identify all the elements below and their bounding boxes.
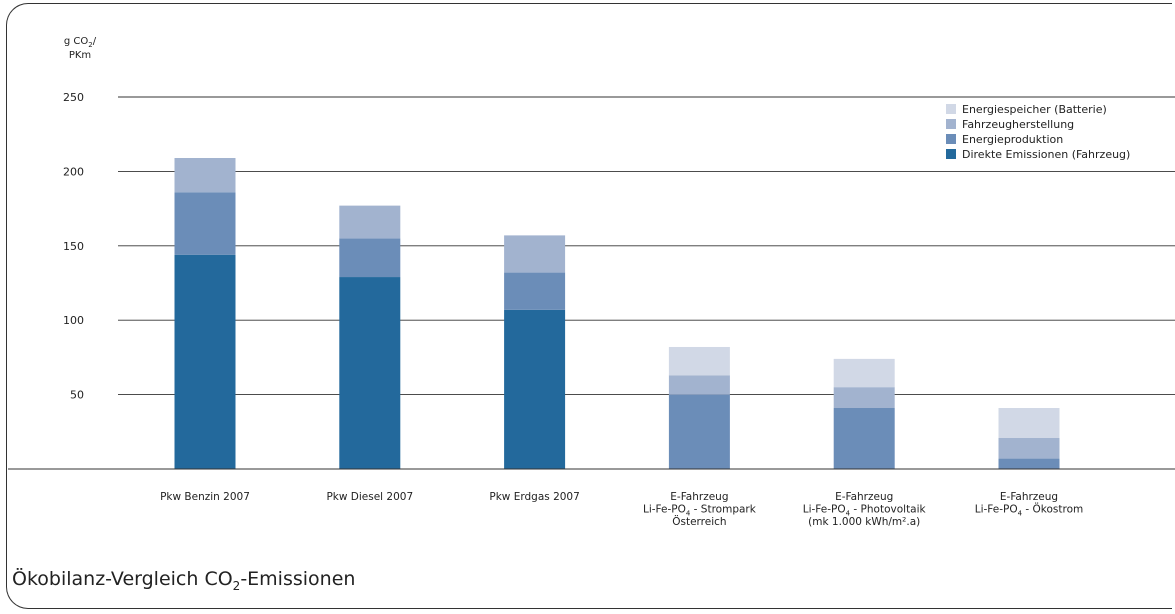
x-tick-labels: Pkw Benzin 2007 Pkw Diesel 2007 Pkw Erdgas… bbox=[160, 491, 1083, 528]
bar-5-series-3 bbox=[998, 407, 1060, 438]
x-label-5-line-0: E-Fahrzeug bbox=[1000, 491, 1058, 503]
legend-swatch-2 bbox=[946, 119, 956, 129]
bar-3-series-1 bbox=[668, 394, 730, 469]
bar-2-series-1 bbox=[504, 272, 566, 310]
svg-text:g CO2/: g CO2/ bbox=[64, 36, 97, 49]
x-label-2-line-0: Pkw Erdgas 2007 bbox=[489, 491, 579, 503]
y-tick-100: 100 bbox=[63, 314, 84, 327]
x-label-0-line-0: Pkw Benzin 2007 bbox=[160, 491, 250, 503]
bar-2-series-0 bbox=[504, 309, 566, 469]
legend-swatch-1 bbox=[946, 134, 956, 144]
bars bbox=[174, 158, 1060, 469]
x-label-4-line-0: E-Fahrzeug bbox=[835, 491, 893, 503]
bar-4-series-1 bbox=[833, 407, 895, 469]
bar-2-series-2 bbox=[504, 235, 566, 273]
x-label-3-line-0: E-Fahrzeug bbox=[670, 491, 728, 503]
bar-5-series-2 bbox=[998, 437, 1060, 459]
y-tick-150: 150 bbox=[63, 240, 84, 253]
chart-caption: Ökobilanz-Vergleich CO2-Emissionen bbox=[12, 568, 356, 593]
y-tick-250: 250 bbox=[63, 91, 84, 104]
chart-frame bbox=[6, 3, 1172, 609]
y-tick-200: 200 bbox=[63, 165, 84, 178]
x-label-3-line-2: Österreich bbox=[672, 515, 726, 528]
legend-swatch-0 bbox=[946, 149, 956, 159]
y-axis-label: g CO2/ PKm bbox=[64, 36, 97, 61]
legend-label-0: Direkte Emissionen (Fahrzeug) bbox=[962, 148, 1130, 161]
legend-label-3: Energiespeicher (Batterie) bbox=[962, 103, 1107, 116]
bar-4-series-2 bbox=[833, 387, 895, 408]
bar-0-series-2 bbox=[174, 158, 236, 193]
legend-label-2: Fahrzeugherstellung bbox=[962, 118, 1074, 131]
bar-0-series-1 bbox=[174, 192, 236, 255]
x-label-3-line-1: Li-Fe-PO4 - Strompark bbox=[643, 504, 757, 518]
x-label-5-line-1: Li-Fe-PO4 - Ökostrom bbox=[975, 503, 1084, 518]
bar-3-series-3 bbox=[668, 346, 730, 376]
legend-swatch-3 bbox=[946, 104, 956, 114]
y-tick-50: 50 bbox=[70, 389, 84, 402]
x-label-4-line-2: (mk 1.000 kWh/m².a) bbox=[808, 516, 920, 528]
bar-1-series-1 bbox=[339, 238, 401, 278]
bar-1-series-2 bbox=[339, 205, 401, 239]
bar-0-series-0 bbox=[174, 254, 236, 469]
legend-label-1: Energieproduktion bbox=[962, 133, 1063, 146]
y-tick-labels: 50 100 150 200 250 bbox=[63, 91, 84, 402]
bar-3-series-2 bbox=[668, 375, 730, 395]
x-label-1-line-0: Pkw Diesel 2007 bbox=[326, 491, 413, 503]
grid-lines bbox=[118, 96, 1175, 396]
bar-1-series-0 bbox=[339, 277, 401, 469]
legend: Energiespeicher (Batterie) Fahrzeugherste… bbox=[946, 103, 1130, 161]
svg-text:PKm: PKm bbox=[69, 50, 91, 61]
x-label-4-line-1: Li-Fe-PO4 - Photovoltaik bbox=[803, 504, 927, 518]
bar-4-series-3 bbox=[833, 358, 895, 388]
bar-5-series-1 bbox=[998, 458, 1060, 469]
